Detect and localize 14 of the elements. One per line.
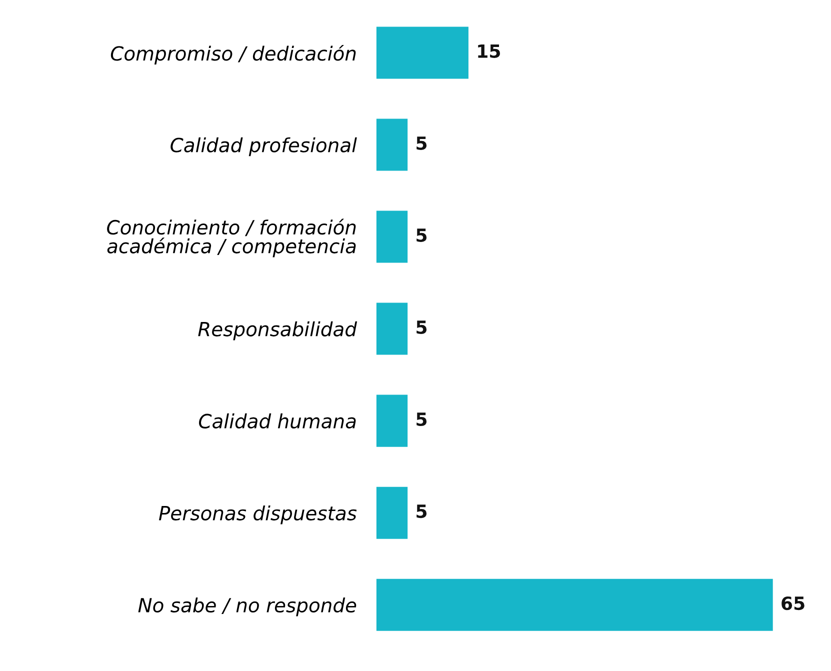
data-label: 5 — [416, 228, 427, 242]
data-label: 5 — [416, 504, 427, 518]
y-tick-label: Compromiso / dedicación — [110, 44, 356, 65]
y-tick-label: Calidad humana — [198, 413, 356, 428]
data-label: 65 — [782, 596, 804, 610]
y-tick-label: Personas dispuestas — [158, 505, 357, 524]
data-label: 5 — [416, 136, 427, 150]
y-tick-label: Responsabilidad — [198, 321, 358, 340]
data-label: 5 — [416, 412, 427, 426]
data-label: 15 — [478, 44, 500, 58]
y-tick-label: Conocimiento / formación académica / competencia — [107, 218, 356, 258]
data-label: 5 — [416, 320, 427, 334]
y-tick-label: Calidad profesional — [170, 137, 357, 156]
y-tick-label: No sabe / no responde — [138, 597, 356, 616]
